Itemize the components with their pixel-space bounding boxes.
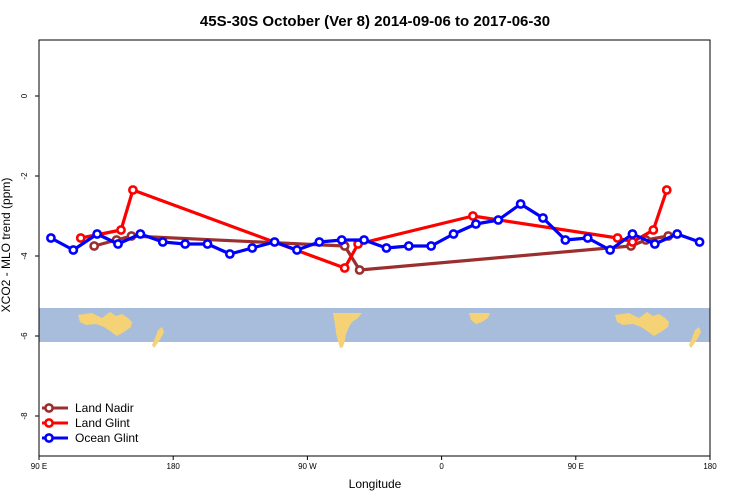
legend-item: Land Glint bbox=[42, 416, 130, 430]
x-tick-label: 0 bbox=[439, 462, 444, 471]
data-point bbox=[359, 235, 369, 245]
y-tick-label: -6 bbox=[20, 332, 29, 340]
map-strip bbox=[39, 308, 710, 348]
y-tick-label: -2 bbox=[20, 172, 29, 180]
chart-title: 45S-30S October (Ver 8) 2014-09-06 to 20… bbox=[200, 13, 550, 30]
data-point bbox=[627, 237, 638, 247]
y-tick-label: 0 bbox=[20, 93, 29, 98]
legend-item: Land Nadir bbox=[42, 401, 134, 415]
x-axis: 90 E 180 90 W 0 90 E 180 bbox=[31, 456, 717, 471]
data-point bbox=[180, 239, 191, 249]
data-point bbox=[468, 211, 478, 221]
data-point bbox=[694, 237, 705, 247]
data-point bbox=[648, 225, 659, 235]
data-point bbox=[224, 249, 235, 259]
data-point bbox=[560, 235, 571, 245]
data-point bbox=[470, 219, 481, 229]
map-land-southamerica bbox=[333, 313, 362, 348]
series-land-glint bbox=[75, 185, 672, 273]
data-point bbox=[403, 241, 414, 251]
data-point bbox=[157, 237, 168, 247]
y-axis-label: XCO2 - MLO trend (ppm) bbox=[0, 178, 13, 313]
x-tick-label: 90 W bbox=[298, 462, 317, 471]
data-point bbox=[135, 229, 146, 239]
map-land-newzealand bbox=[152, 327, 164, 348]
data-point bbox=[269, 237, 280, 247]
data-point bbox=[68, 245, 79, 255]
series-line bbox=[80, 188, 669, 270]
data-point bbox=[336, 235, 347, 245]
data-point bbox=[649, 239, 660, 249]
legend-label: Land Nadir bbox=[75, 401, 134, 415]
data-point bbox=[627, 229, 638, 239]
map-land-southafrica bbox=[469, 313, 490, 324]
data-point bbox=[46, 233, 56, 243]
data-point bbox=[612, 233, 623, 243]
legend-item: Ocean Glint bbox=[42, 431, 139, 445]
y-tick-label: -8 bbox=[20, 412, 29, 420]
data-point bbox=[354, 265, 365, 275]
data-point bbox=[661, 185, 672, 195]
data-point bbox=[292, 245, 302, 255]
data-point bbox=[92, 229, 103, 239]
data-point bbox=[247, 243, 258, 253]
data-point bbox=[538, 213, 548, 223]
data-point bbox=[314, 237, 325, 247]
x-tick-label: 90 E bbox=[568, 462, 584, 471]
map-land-newzealand-repeat bbox=[689, 327, 701, 348]
data-point bbox=[493, 215, 504, 225]
map-land-australia-repeat bbox=[615, 312, 669, 336]
plot-frame bbox=[38, 39, 711, 457]
data-point bbox=[582, 233, 593, 243]
data-point bbox=[89, 241, 100, 251]
data-point bbox=[75, 233, 86, 243]
x-tick-label: 90 E bbox=[31, 462, 47, 471]
data-point bbox=[128, 185, 138, 195]
map-ocean bbox=[39, 308, 710, 342]
x-tick-label: 180 bbox=[703, 462, 717, 471]
data-point bbox=[515, 199, 526, 209]
series-layer bbox=[46, 185, 705, 275]
data-point bbox=[672, 229, 683, 239]
legend-swatch-marker bbox=[44, 418, 54, 428]
data-point bbox=[381, 243, 392, 253]
data-point bbox=[339, 263, 350, 273]
series-line bbox=[50, 202, 701, 256]
data-point bbox=[202, 239, 213, 249]
legend-label: Land Glint bbox=[75, 416, 130, 430]
y-tick-label: -4 bbox=[20, 252, 29, 260]
x-axis-label: Longitude bbox=[349, 477, 402, 491]
legend-swatch-marker bbox=[44, 433, 54, 443]
data-point bbox=[448, 229, 459, 239]
y-axis: 0 -2 -4 -6 -8 bbox=[20, 93, 39, 420]
legend-swatch-marker bbox=[44, 403, 54, 413]
series-ocean-glint bbox=[46, 199, 705, 259]
data-point bbox=[116, 225, 126, 235]
data-point bbox=[426, 241, 437, 251]
map-land-australia bbox=[78, 312, 132, 336]
data-point bbox=[605, 245, 615, 255]
x-tick-label: 180 bbox=[167, 462, 181, 471]
series-line bbox=[93, 234, 669, 272]
legend-label: Ocean Glint bbox=[75, 431, 139, 445]
data-point bbox=[113, 239, 123, 249]
